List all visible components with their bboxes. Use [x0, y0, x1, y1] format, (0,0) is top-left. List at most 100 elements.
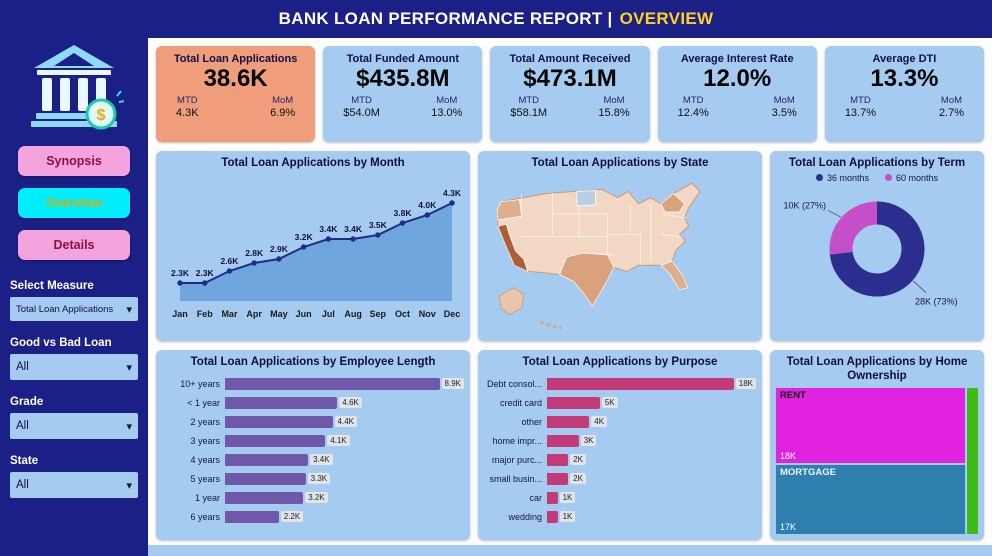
treemap-block-mortgage[interactable]: MORTGAGE 17K — [776, 464, 965, 534]
bar-row[interactable]: major purc... 2K — [484, 452, 756, 468]
state-dropdown[interactable]: All ▾ — [10, 472, 138, 498]
bar-row[interactable]: home impr... 3K — [484, 433, 756, 449]
panel-applications-by-purpose: Total Loan Applications by Purpose Debt … — [478, 350, 762, 540]
bar[interactable] — [547, 491, 558, 504]
kpi-card-dti[interactable]: Average DTI 13.3% MTD 13.7% MoM 2.7% — [824, 46, 985, 142]
bar-track: 1K — [547, 510, 756, 523]
select-measure-dropdown[interactable]: Total Loan Applications ▾ — [10, 297, 138, 321]
bar[interactable] — [547, 396, 600, 409]
filter-label: Good vs Bad Loan — [10, 337, 112, 349]
bar-category-label: Debt consol... — [486, 378, 542, 389]
nav-button-label: Overview — [46, 196, 102, 210]
svg-text:2.8K: 2.8K — [245, 248, 264, 258]
nav-button-overview[interactable]: Overview — [18, 188, 130, 218]
bar-row[interactable]: Debt consol... 18K — [484, 376, 756, 392]
bar[interactable] — [225, 396, 338, 409]
good-vs-bad-dropdown[interactable]: All ▾ — [10, 354, 138, 380]
employee-length-bar-chart: 10+ years 8.9K < 1 year 4.6K 2 years 4.4K 3 ye… — [162, 376, 464, 525]
mtd-label: MTD — [177, 95, 198, 107]
panel-applications-by-home-ownership: Total Loan Applications by Home Ownershi… — [770, 350, 984, 540]
treemap-block-own[interactable] — [967, 387, 978, 534]
bar-row[interactable]: wedding 1K — [484, 509, 756, 525]
bar-value-label: 4K — [591, 416, 608, 428]
bar[interactable] — [547, 510, 558, 523]
bar[interactable] — [547, 415, 590, 428]
bar-value-label: 3.2K — [305, 492, 328, 504]
bar-value-label: 5K — [601, 397, 618, 409]
svg-text:3.4K: 3.4K — [319, 224, 338, 234]
bar-category-label: wedding — [508, 511, 542, 522]
bar-value-label: 4.6K — [339, 397, 362, 409]
panel-applications-by-month: Total Loan Applications by Month 2.3K Jan… — [156, 151, 470, 341]
bar-row[interactable]: other 4K — [484, 414, 756, 430]
bar[interactable] — [547, 453, 569, 466]
bar-row[interactable]: 3 years 4.1K — [162, 433, 464, 449]
legend-dot-60-months — [885, 174, 892, 182]
bar-row[interactable]: 4 years 3.4K — [162, 452, 464, 468]
kpi-title: Average DTI — [872, 53, 937, 65]
report-title: BANK LOAN PERFORMANCE REPORT | — [278, 9, 613, 28]
kpi-card-funded-amount[interactable]: Total Funded Amount $435.8M MTD $54.0M Mo… — [323, 46, 483, 142]
bar-value-label: 3.3K — [307, 473, 331, 485]
svg-text:Feb: Feb — [197, 309, 214, 319]
bar-track: 3.4K — [225, 453, 464, 466]
bar-row[interactable]: 5 years 3.3K — [162, 471, 464, 487]
chevron-down-icon: ▾ — [126, 420, 132, 433]
bar[interactable] — [547, 434, 579, 447]
bar-row[interactable]: 2 years 4.4K — [162, 414, 464, 430]
bar-category-label: 5 years — [190, 473, 220, 484]
bar-value-label: 4.4K — [334, 416, 357, 428]
month-line-chart[interactable]: 2.3K Jan 2.3K Feb 2.6K Mar 2.8K Apr 2.9K May 3.2K J… — [162, 171, 464, 323]
kpi-card-total-applications[interactable]: Total Loan Applications 38.6K MTD 4.3K Mo… — [156, 46, 316, 142]
bar-row[interactable]: small busin... 2K — [484, 471, 756, 487]
bar-row[interactable]: < 1 year 4.6K — [162, 395, 464, 411]
grade-dropdown[interactable]: All ▾ — [10, 413, 138, 439]
bar-value-label: 18K — [735, 378, 756, 390]
mom-value: 13.0% — [431, 107, 463, 120]
nav-button-details[interactable]: Details — [18, 230, 130, 260]
bar[interactable] — [225, 434, 326, 447]
bar-row[interactable]: 1 year 3.2K — [162, 490, 464, 506]
treemap-block-rent[interactable]: RENT 18K — [776, 387, 965, 463]
mtd-label: MTD — [351, 95, 372, 107]
bar[interactable] — [225, 510, 279, 523]
term-donut-chart[interactable]: 10K (27%) 28K (73%) — [777, 183, 977, 323]
bar-row[interactable]: car 1K — [484, 490, 756, 506]
bar-value-label: 2K — [570, 454, 586, 466]
svg-text:Oct: Oct — [395, 309, 410, 319]
us-choropleth-map[interactable] — [486, 173, 754, 335]
bottom-bar — [148, 545, 992, 556]
filter-label: Select Measure — [10, 280, 94, 292]
purpose-bar-chart: Debt consol... 18K credit card 5K other 4K hom… — [484, 376, 756, 525]
bar-track: 4.4K — [225, 415, 464, 428]
report-title-accent: OVERVIEW — [619, 9, 714, 28]
bar-row[interactable]: credit card 5K — [484, 395, 756, 411]
svg-text:Jul: Jul — [322, 309, 335, 319]
kpi-subrow: MTD 12.4% MoM 3.5% — [664, 95, 811, 119]
bar[interactable] — [225, 491, 304, 504]
bar-category-label: car — [529, 492, 542, 503]
bar[interactable] — [547, 377, 734, 390]
mtd-label: MTD — [518, 95, 540, 107]
bar-row[interactable]: 6 years 2.2K — [162, 509, 464, 525]
kpi-card-interest-rate[interactable]: Average Interest Rate 12.0% MTD 12.4% MoM… — [657, 46, 817, 142]
nav-button-synopsis[interactable]: Synopsis — [18, 146, 130, 176]
bar[interactable] — [225, 453, 309, 466]
bar[interactable] — [225, 472, 306, 485]
bar[interactable] — [225, 415, 333, 428]
svg-text:$: $ — [97, 107, 106, 124]
mom-label: MoM — [603, 95, 625, 107]
term-legend: 36 months 60 months — [776, 173, 978, 183]
bar-category-label: credit card — [499, 397, 542, 408]
svg-text:Mar: Mar — [221, 309, 238, 319]
bar-row[interactable]: 10+ years 8.9K — [162, 376, 464, 392]
filter-label: Grade — [10, 396, 44, 408]
svg-text:Dec: Dec — [444, 309, 461, 319]
kpi-card-amount-received[interactable]: Total Amount Received $473.1M MTD $58.1M … — [490, 46, 650, 142]
bar[interactable] — [225, 377, 440, 390]
panel-applications-by-state: Total Loan Applications by State — [478, 151, 762, 341]
bar[interactable] — [547, 472, 569, 485]
bar-track: 18K — [547, 377, 756, 390]
charts-row-1: Total Loan Applications by Month 2.3K Jan… — [156, 151, 984, 341]
chart-title: Total Loan Applications by Home Ownershi… — [786, 356, 968, 382]
